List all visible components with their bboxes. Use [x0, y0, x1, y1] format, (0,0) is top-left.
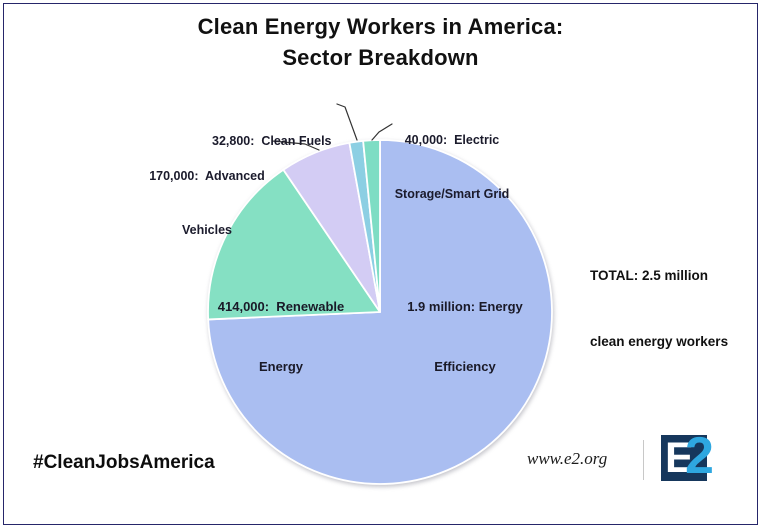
total-annotation: TOTAL: 2.5 million clean energy workers	[590, 221, 728, 397]
slice-label-renewable-energy: 414,000: Renewable Energy	[186, 257, 376, 417]
pie-slice-renewable-energy	[207, 168, 381, 321]
pie-slices-group	[207, 139, 553, 485]
slice-label-clean-fuels-line1: 32,800: Clean Fuels	[212, 134, 332, 148]
slice-label-renewable-energy-line1: 414,000: Renewable	[217, 299, 345, 314]
hashtag-text: #CleanJobsAmerica	[33, 452, 215, 473]
e2-logo-square	[661, 435, 707, 481]
chart-title: Clean Energy Workers in America: Sector …	[0, 11, 761, 73]
total-annotation-line1: TOTAL: 2.5 million	[590, 268, 709, 283]
total-annotation-line2: clean energy workers	[590, 334, 729, 349]
website-url: www.e2.org	[527, 449, 608, 468]
e2-logo-digit-2: 2	[685, 427, 714, 485]
slice-label-advanced-vehicles-line1: 170,000: Advanced	[149, 169, 265, 183]
e2-logo-letter-e: E	[665, 434, 694, 482]
leader-line-electric-storage	[371, 123, 393, 141]
leader-line-advanced-vehicles	[271, 140, 320, 151]
slice-label-clean-fuels: 32,800: Clean Fuels	[212, 96, 332, 186]
slice-label-electric-storage-line1: 40,000: Electric	[404, 133, 500, 147]
slice-label-energy-efficiency: 1.9 million: Energy Efficiency	[370, 257, 560, 417]
slice-label-advanced-vehicles-line2: Vehicles	[181, 223, 233, 237]
slice-label-advanced-vehicles: 170,000: Advanced Vehicles	[140, 131, 274, 275]
leader-lines	[271, 103, 393, 151]
footer-divider	[643, 440, 644, 480]
e2-logo: E 2	[661, 430, 719, 482]
chart-title-line2: Sector Breakdown	[282, 45, 479, 70]
chart-title-line1: Clean Energy Workers in America:	[197, 14, 564, 39]
leader-line-clean-fuels	[336, 103, 358, 141]
slice-label-electric-storage-line2: Storage/Smart Grid	[394, 187, 510, 201]
slice-label-energy-efficiency-line2: Efficiency	[434, 359, 496, 374]
slice-label-electric-storage: 40,000: Electric Storage/Smart Grid	[389, 95, 515, 239]
slice-label-renewable-energy-line2: Energy	[258, 359, 304, 374]
slice-label-energy-efficiency-line1: 1.9 million: Energy	[407, 299, 523, 314]
